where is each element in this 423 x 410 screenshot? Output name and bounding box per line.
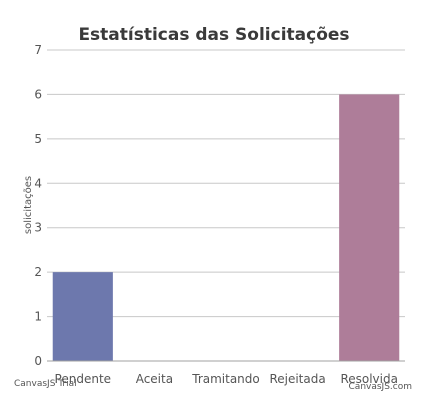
chart-title: Estatísticas das Solicitações [78,25,349,45]
credit-left[interactable]: CanvasJS Trial [14,379,77,389]
y-axis-ticks: 0 1 2 3 4 5 6 7 [34,43,42,368]
bars [52,94,400,361]
x-tick-label: Resolvida [340,372,398,386]
x-tick-label: Tramitando [191,372,260,386]
y-tick-label: 1 [34,310,42,324]
y-axis-title: solicitações [23,176,34,234]
x-tick-label: Pendente [55,372,112,386]
y-tick-label: 3 [34,221,42,235]
y-tick-label: 6 [34,87,42,101]
y-tick-label: 0 [34,354,42,368]
bar-pendente[interactable] [52,272,113,361]
x-axis-ticks: Pendente Aceita Tramitando Rejeitada Resolvi… [55,372,398,386]
y-tick-label: 7 [34,43,42,57]
x-tick-label: Aceita [136,372,173,386]
credit-right[interactable]: CanvasJS.com [349,382,412,392]
x-tick-label: Rejeitada [269,372,325,386]
y-tick-label: 5 [34,132,42,146]
y-tick-label: 4 [34,176,42,190]
y-tick-label: 2 [34,265,42,279]
bar-resolvida[interactable] [339,94,400,361]
